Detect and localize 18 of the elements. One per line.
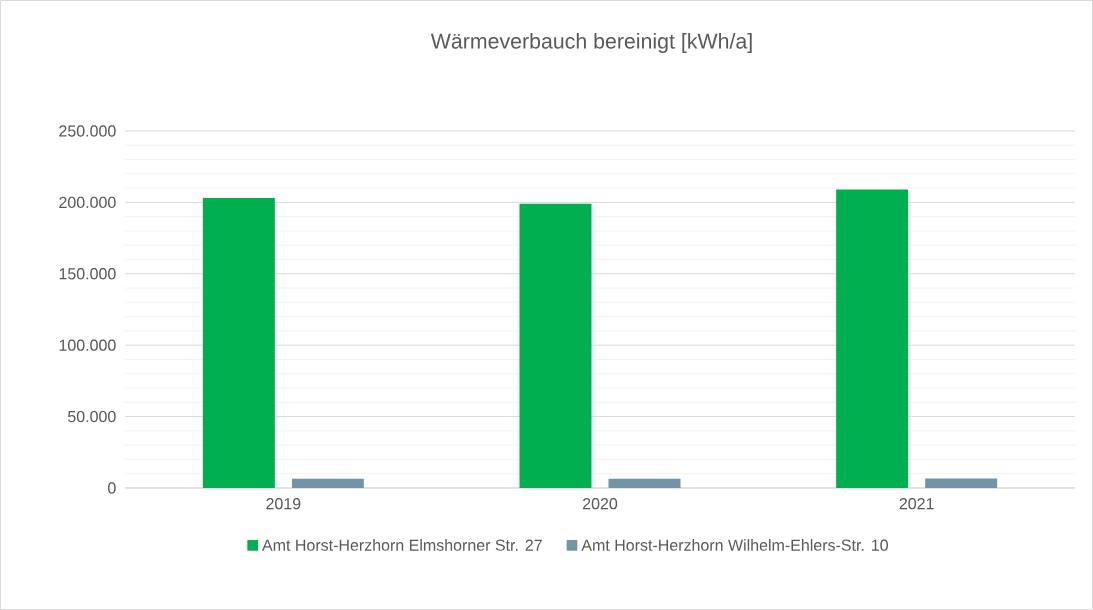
legend-label: Amt Horst-Herzhorn Elmshorner Str. 27: [262, 539, 542, 551]
bar: [519, 203, 592, 488]
x-tick-label: 2021: [899, 498, 934, 510]
x-tick-label: 2020: [582, 498, 618, 510]
x-tick-label: 2019: [266, 498, 301, 510]
bar: [836, 189, 909, 488]
legend-label: Amt Horst-Herzhorn Wilhelm-Ehlers-Str. 10: [581, 539, 888, 551]
bar: [291, 478, 364, 488]
y-tick-label: 0: [108, 482, 116, 494]
chart-title: Wärmeverbauch bereinigt [kWh/a]: [430, 33, 752, 53]
y-tick-label: 100.000: [59, 339, 116, 351]
y-tick-label: 150.000: [59, 268, 116, 280]
y-tick-label: 200.000: [59, 196, 116, 209]
bar: [202, 198, 275, 488]
y-tick-label: 250.000: [59, 125, 116, 137]
bar: [925, 478, 998, 488]
y-tick-label: 50.000: [68, 410, 116, 423]
bar: [608, 478, 681, 488]
